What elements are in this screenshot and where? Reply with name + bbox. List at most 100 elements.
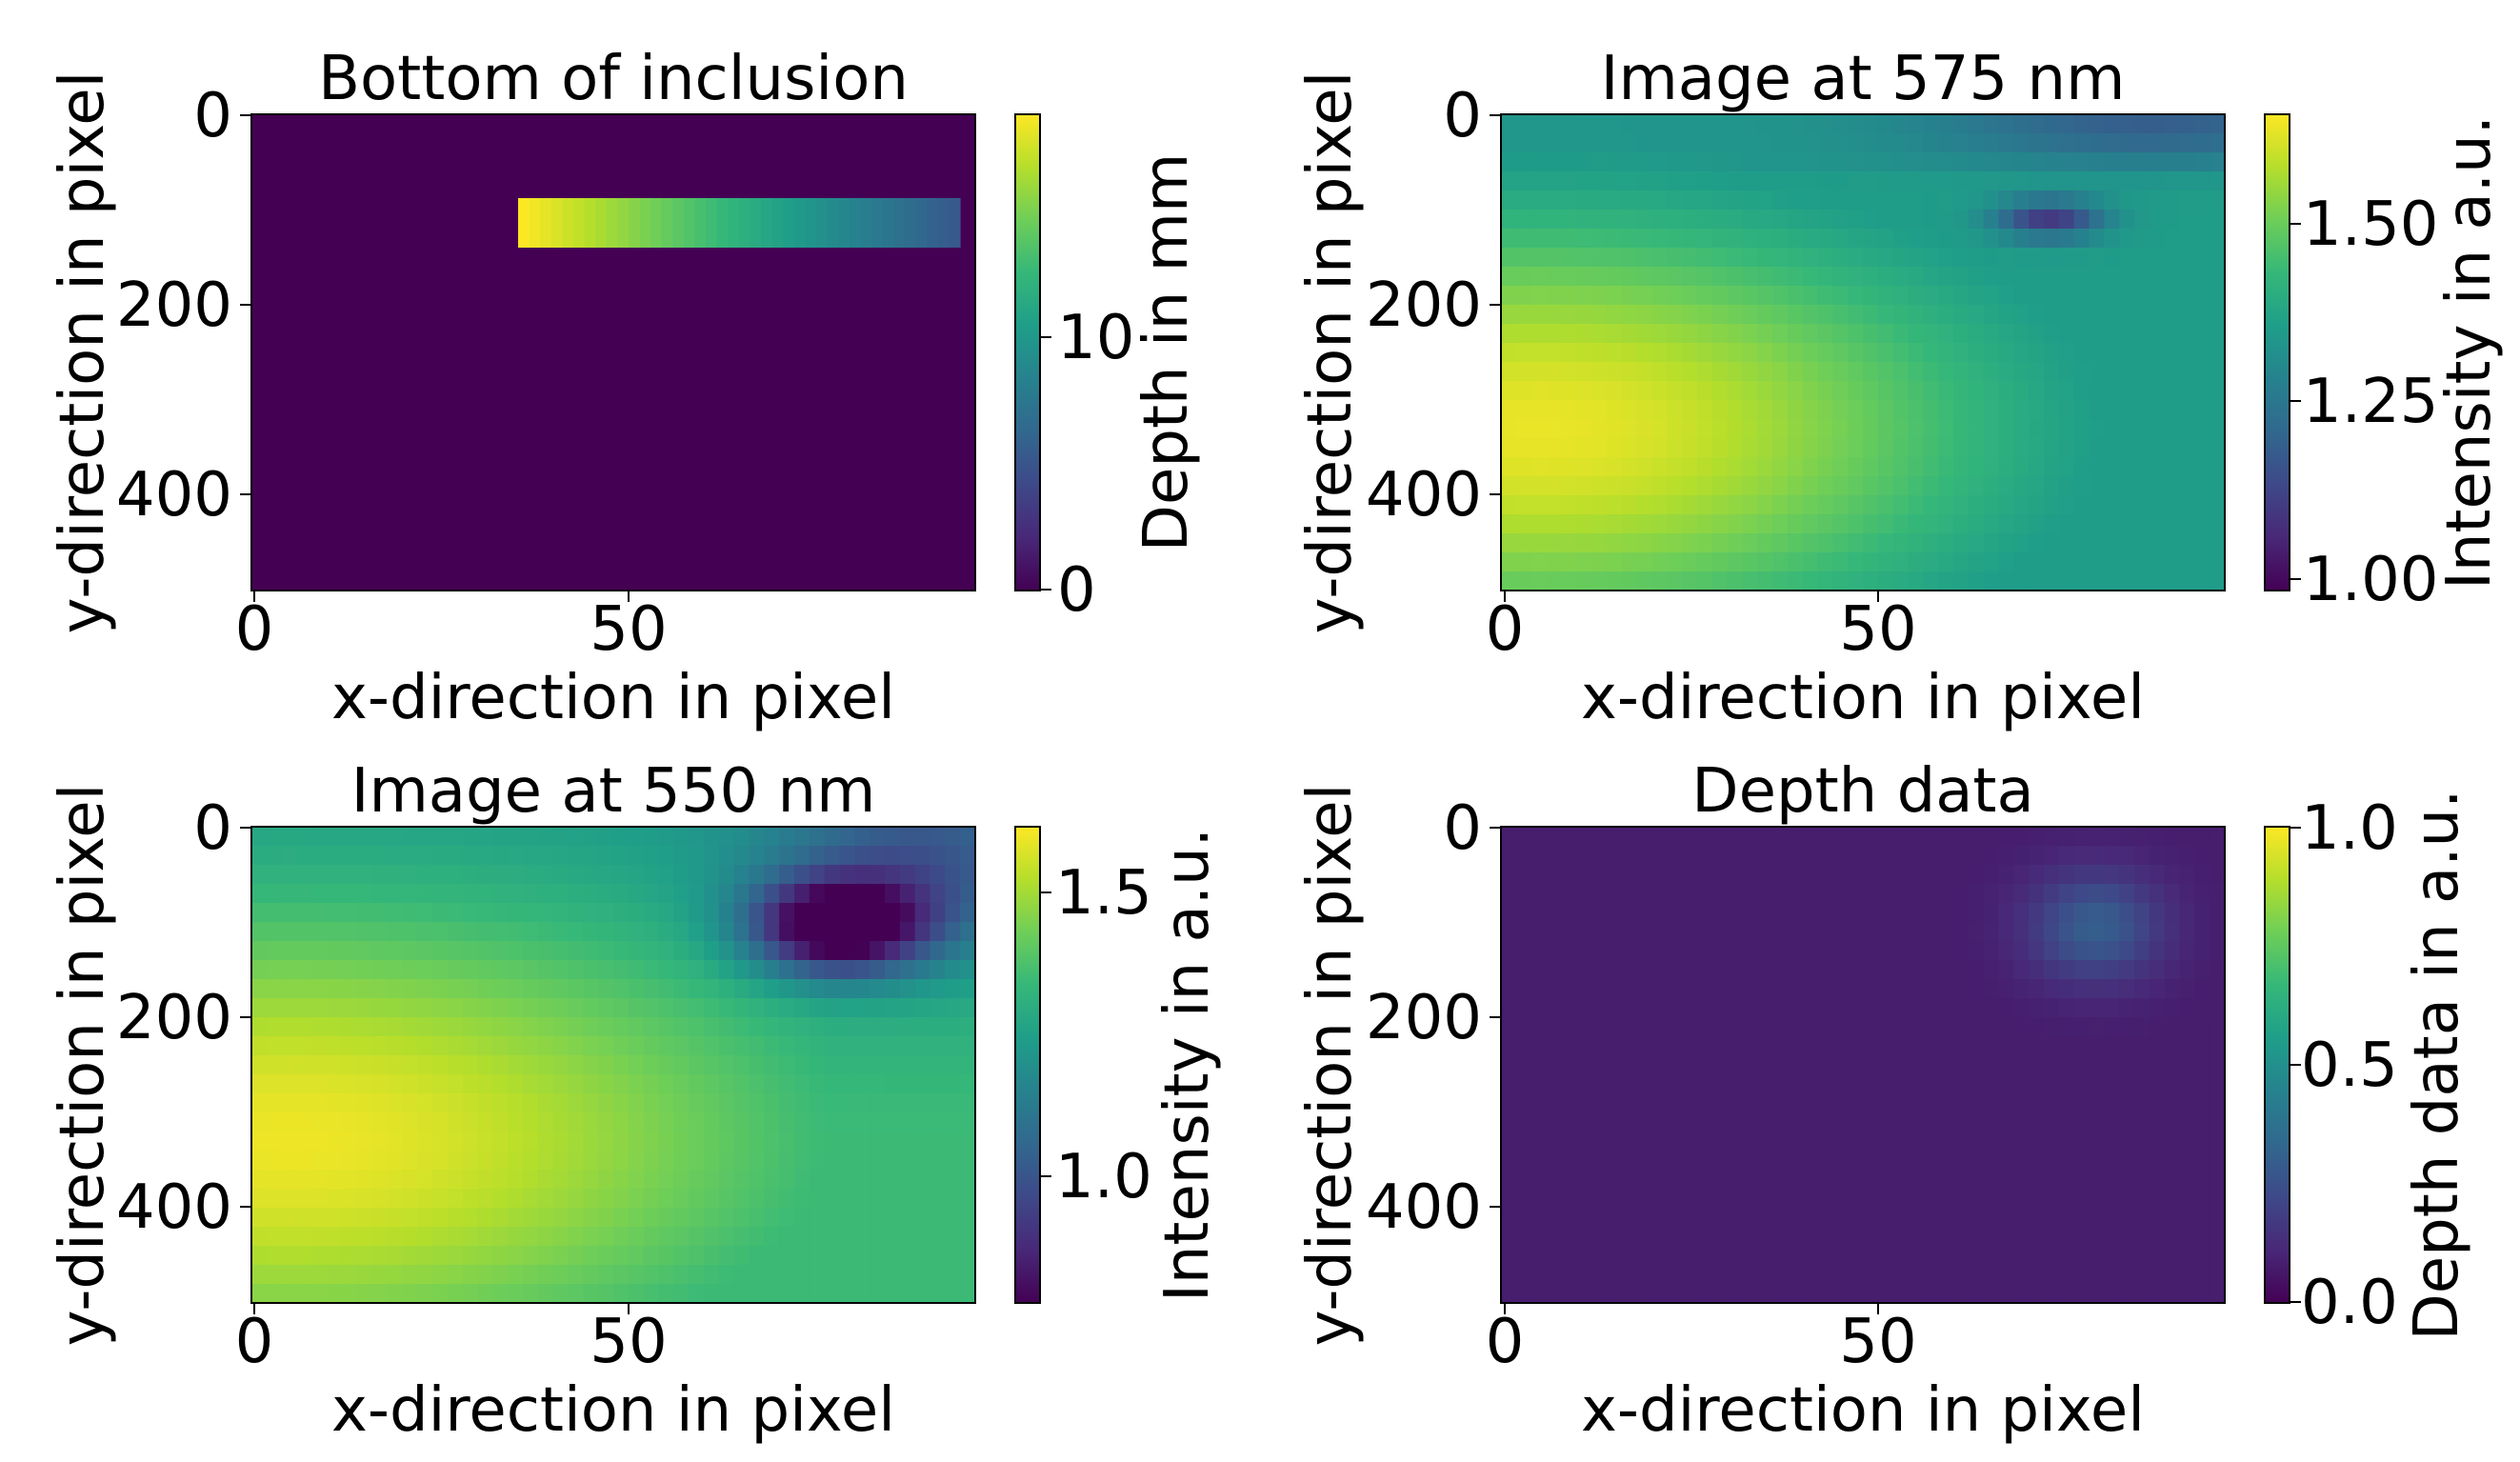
heatmap-cell (1938, 1132, 1954, 1152)
heatmap-cell (2149, 941, 2166, 961)
heatmap-cell (1576, 362, 1592, 382)
heatmap-cell (1621, 1284, 1638, 1304)
heatmap-cell (1621, 1055, 1638, 1075)
heatmap-cell (2058, 571, 2075, 591)
heatmap-cell (839, 979, 855, 999)
heatmap-cell (417, 1246, 433, 1266)
heatmap-cell (1576, 324, 1592, 344)
heatmap-cell (1757, 267, 1773, 287)
heatmap-cell (1923, 476, 1939, 496)
heatmap-cell (628, 1074, 645, 1094)
heatmap-cell (1998, 533, 2014, 553)
heatmap-cell (1667, 998, 1683, 1018)
heatmap-cell (2149, 324, 2166, 344)
heatmap-cell (1696, 1017, 1713, 1037)
heatmap-cell (794, 998, 810, 1018)
heatmap-cell (2119, 552, 2135, 572)
heatmap-cell (462, 1284, 479, 1304)
heatmap-cell (1877, 1017, 1894, 1037)
heatmap-cell (1863, 571, 1879, 591)
heatmap-cell (899, 846, 916, 866)
heatmap-cell (1772, 171, 1789, 191)
heatmap-cell (342, 960, 358, 980)
heatmap-cell (402, 1017, 418, 1037)
heatmap-cell (1998, 960, 2014, 980)
heatmap-cell (251, 960, 268, 980)
heatmap-cell (1953, 922, 1970, 942)
heatmap-cell (1938, 171, 1954, 191)
heatmap-cell (899, 1284, 916, 1304)
heatmap-cell (2073, 1227, 2090, 1247)
heatmap-cell (1682, 305, 1698, 325)
heatmap-cell (2104, 1055, 2120, 1075)
heatmap-cell (2089, 438, 2105, 458)
heatmap-cell (1530, 514, 1548, 534)
heatmap-cell (1636, 381, 1652, 401)
heatmap-cell (1621, 267, 1638, 287)
heatmap-cell (1848, 457, 1864, 477)
heatmap-cell (1802, 571, 1819, 591)
heatmap-cell (1787, 827, 1804, 847)
heatmap-cell (1787, 400, 1804, 420)
heatmap-cell (1682, 533, 1698, 553)
heatmap-cell (930, 1017, 946, 1037)
heatmap-cell (1606, 362, 1623, 382)
heatmap-cell (794, 1227, 810, 1247)
heatmap-cell (945, 1151, 961, 1171)
heatmap-cell (1621, 1093, 1638, 1113)
heatmap-cell (402, 1227, 418, 1247)
heatmap-cell (809, 1132, 826, 1152)
heatmap-cell (885, 1017, 901, 1037)
heatmap-cell (2119, 381, 2135, 401)
inclusion-cell (540, 198, 552, 248)
heatmap-cell (2119, 571, 2135, 591)
heatmap-cell (2119, 152, 2135, 172)
heatmap-cell (1938, 1284, 1954, 1304)
heatmap-cell (1711, 248, 1729, 268)
heatmap-cell (2164, 1017, 2181, 1037)
heatmap-cell (1515, 419, 1532, 439)
heatmap-cell (1817, 571, 1833, 591)
heatmap-cell (749, 1284, 765, 1304)
heatmap-cell (1892, 846, 1910, 866)
heatmap-cell (1501, 1074, 1517, 1094)
heatmap-cell (432, 922, 449, 942)
heatmap-cell (387, 884, 403, 904)
heatmap-cell (930, 884, 946, 904)
heatmap-cell (281, 846, 298, 866)
heatmap-cell (1727, 1170, 1743, 1190)
heatmap-cell (1530, 1208, 1548, 1228)
x-axis-label: x-direction in pixel (1581, 1375, 2145, 1446)
heatmap-cell (2013, 1036, 2030, 1056)
heatmap-cell (1832, 1036, 1849, 1056)
heatmap-cell (1757, 171, 1773, 191)
heatmap-cell (764, 1093, 780, 1113)
heatmap-cell (417, 1265, 433, 1285)
heatmap-cell (1892, 343, 1910, 363)
heatmap-cell (1530, 229, 1548, 249)
heatmap-cell (764, 827, 780, 847)
heatmap-cell (1530, 210, 1548, 230)
heatmap-cell (2179, 1208, 2195, 1228)
heatmap-cell (1787, 1208, 1804, 1228)
heatmap-cell (1923, 960, 1939, 980)
heatmap-cell (2149, 960, 2166, 980)
heatmap-cell (658, 884, 674, 904)
heatmap-cell (1667, 903, 1683, 923)
heatmap-cell (568, 884, 584, 904)
heatmap-cell (2164, 1132, 2181, 1152)
heatmap-cell (809, 1189, 826, 1209)
heatmap-cell (1636, 476, 1652, 496)
heatmap-cell (1606, 343, 1623, 363)
heatmap-cell (1682, 324, 1698, 344)
heatmap-cell (2164, 941, 2181, 961)
x-ticks: 0 50 (235, 1303, 668, 1377)
heatmap-cell (2089, 827, 2105, 847)
heatmap-cell (1938, 362, 1954, 382)
heatmap-cell (1651, 381, 1668, 401)
heatmap-cell (2210, 884, 2226, 904)
heatmap-cell (643, 1017, 660, 1037)
heatmap-cell (1696, 533, 1713, 553)
heatmap-cell (1530, 1093, 1548, 1113)
heatmap-cell (704, 979, 720, 999)
